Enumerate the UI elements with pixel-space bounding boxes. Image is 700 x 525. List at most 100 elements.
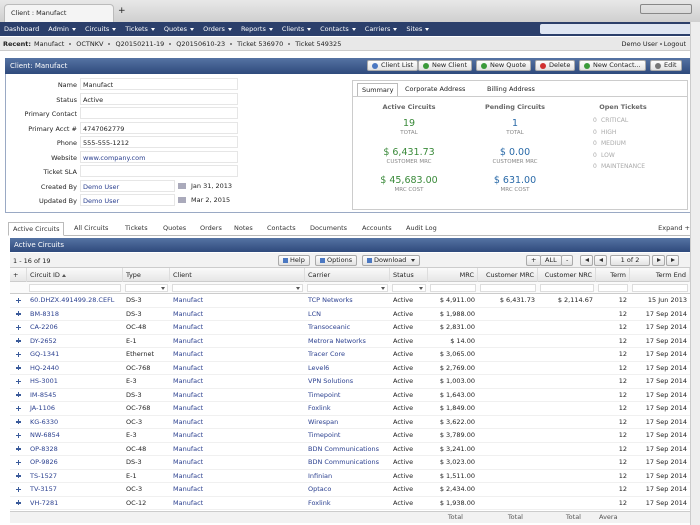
panel-button[interactable]: New Client bbox=[418, 60, 473, 71]
tab[interactable]: Notes bbox=[234, 224, 253, 232]
row-expand[interactable] bbox=[17, 338, 20, 344]
column-header[interactable]: Type bbox=[123, 268, 170, 282]
column-header[interactable]: Status bbox=[390, 268, 428, 282]
grid-cell[interactable]: Manufact bbox=[173, 471, 204, 480]
grid-cell[interactable]: Foxlink bbox=[308, 498, 331, 507]
summary-tab[interactable]: Billing Address bbox=[487, 85, 535, 93]
grid-cell[interactable]: VH-7281 bbox=[30, 498, 59, 507]
filter-box[interactable] bbox=[172, 284, 303, 292]
menu-item[interactable]: Quotes bbox=[160, 25, 199, 33]
filter-box[interactable] bbox=[29, 284, 121, 292]
grid-cell[interactable]: BM-8318 bbox=[30, 309, 59, 318]
row-expand[interactable] bbox=[17, 311, 20, 317]
toolbar-button[interactable]: Help bbox=[278, 255, 310, 266]
recent-link[interactable]: OCTNKV bbox=[76, 39, 104, 48]
panel-button[interactable]: New Quote bbox=[476, 60, 532, 71]
tab[interactable]: Contacts bbox=[267, 224, 296, 232]
menu-item[interactable]: Circuits bbox=[81, 25, 121, 33]
pager-button[interactable] bbox=[594, 255, 607, 266]
grid-cell[interactable]: BDN Communications bbox=[308, 444, 380, 453]
tab[interactable]: Documents bbox=[310, 224, 348, 232]
row-expand[interactable] bbox=[17, 392, 20, 398]
filter-box[interactable] bbox=[598, 284, 628, 292]
summary-tab[interactable]: Corporate Address bbox=[405, 85, 466, 93]
new-tab[interactable]: + bbox=[118, 6, 126, 16]
panel-button[interactable]: Client List bbox=[367, 60, 419, 71]
grid-cell[interactable]: Manufact bbox=[173, 458, 204, 466]
grid-cell[interactable]: Manufact bbox=[173, 363, 204, 372]
grid-cell[interactable]: JA-1106 bbox=[30, 404, 55, 412]
menu-item[interactable]: Tickets bbox=[121, 25, 160, 33]
grid-cell[interactable]: Tracer Core bbox=[308, 350, 346, 358]
grid-cell[interactable]: Manufact bbox=[173, 444, 204, 453]
grid-cell[interactable]: Foxlink bbox=[308, 404, 331, 412]
grid-cell[interactable]: Transoceanic bbox=[308, 323, 351, 331]
grid-cell[interactable]: IM-8545 bbox=[30, 390, 57, 399]
row-expand[interactable] bbox=[17, 378, 20, 384]
recent-link[interactable]: Ticket 536970 bbox=[237, 39, 284, 48]
grid-cell[interactable]: HS-3001 bbox=[30, 377, 58, 385]
grid-cell[interactable]: GQ-1341 bbox=[30, 350, 60, 358]
grid-cell[interactable]: BDN Communications bbox=[308, 458, 380, 466]
grid-cell[interactable]: TV-3157 bbox=[30, 485, 57, 493]
grid-cell[interactable]: OP-8328 bbox=[30, 444, 58, 453]
pager-button[interactable] bbox=[580, 255, 593, 266]
row-expand[interactable] bbox=[17, 446, 20, 452]
menu-item[interactable]: Orders bbox=[199, 25, 237, 33]
grid-cell[interactable]: Manufact bbox=[173, 417, 204, 426]
pager-button[interactable] bbox=[652, 255, 665, 266]
menu-item[interactable]: Clients bbox=[278, 25, 316, 33]
grid-cell[interactable]: Manufact bbox=[173, 336, 204, 345]
panel-button[interactable]: New Contact... bbox=[579, 60, 646, 71]
column-header[interactable]: + bbox=[10, 268, 27, 282]
recent-link[interactable]: Q20150211-19 bbox=[115, 39, 165, 48]
recent-link[interactable]: Q20150610-23 bbox=[176, 39, 226, 48]
column-header[interactable]: Term bbox=[596, 268, 630, 282]
logout-link[interactable]: Logout bbox=[663, 40, 686, 48]
grid-cell[interactable]: HQ-2440 bbox=[30, 363, 60, 372]
tab[interactable]: Active Circuits bbox=[8, 222, 65, 236]
row-expand[interactable] bbox=[17, 405, 20, 411]
grid-cell[interactable]: Optaco bbox=[308, 485, 332, 493]
grid-cell[interactable]: Metrora Networks bbox=[308, 336, 366, 345]
filter-box[interactable] bbox=[480, 284, 536, 292]
grid-cell[interactable]: Level6 bbox=[308, 363, 330, 372]
filter-box[interactable] bbox=[540, 284, 594, 292]
column-header[interactable]: Carrier bbox=[305, 268, 390, 282]
filter-box[interactable] bbox=[307, 284, 388, 292]
window-controls[interactable] bbox=[640, 4, 692, 14]
menu-item[interactable]: Contacts bbox=[316, 25, 361, 33]
grid-cell[interactable]: OP-9826 bbox=[30, 458, 58, 466]
filter-box[interactable] bbox=[632, 284, 688, 292]
browser-tab[interactable]: Client : Manufact bbox=[4, 4, 114, 22]
grid-cell[interactable]: 60.DHZX.491499.28.CEFL bbox=[30, 296, 115, 304]
panel-button[interactable]: Delete bbox=[535, 60, 576, 71]
grid-cell[interactable]: Timepoint bbox=[308, 431, 341, 439]
grid-cell[interactable]: TS-1527 bbox=[30, 471, 57, 480]
column-header[interactable]: Customer MRC bbox=[478, 268, 538, 282]
menu-item[interactable]: Admin bbox=[44, 25, 81, 33]
panel-button[interactable]: Edit bbox=[650, 60, 682, 71]
grid-cell[interactable]: DY-2652 bbox=[30, 336, 57, 345]
row-expand[interactable] bbox=[17, 365, 20, 371]
toolbar-button[interactable]: Options bbox=[315, 255, 358, 266]
menu-item[interactable]: Dashboard bbox=[4, 25, 40, 33]
menu-item[interactable]: Sites bbox=[402, 25, 434, 33]
grid-cell[interactable]: Manufact bbox=[173, 390, 204, 399]
column-header[interactable]: MRC bbox=[428, 268, 478, 282]
toolbar-button[interactable]: - bbox=[561, 255, 574, 266]
grid-cell[interactable]: Manufact bbox=[173, 431, 204, 439]
toolbar-button[interactable]: ALL bbox=[540, 255, 562, 266]
summary-tab[interactable]: Summary bbox=[357, 83, 399, 96]
row-expand[interactable] bbox=[17, 419, 20, 425]
column-header[interactable]: Circuit ID bbox=[27, 268, 123, 282]
menu-item[interactable]: Carriers bbox=[361, 25, 403, 33]
grid-cell[interactable]: Manufact bbox=[173, 350, 204, 358]
toolbar-button[interactable]: Download bbox=[362, 255, 421, 266]
tab[interactable]: Tickets bbox=[125, 224, 148, 232]
grid-cell[interactable]: Manufact bbox=[173, 485, 204, 493]
menu-item[interactable]: Reports bbox=[237, 25, 278, 33]
grid-cell[interactable]: Manufact bbox=[173, 404, 204, 412]
grid-cell[interactable]: KG-6330 bbox=[30, 417, 59, 426]
grid-cell[interactable]: Manufact bbox=[173, 296, 204, 304]
